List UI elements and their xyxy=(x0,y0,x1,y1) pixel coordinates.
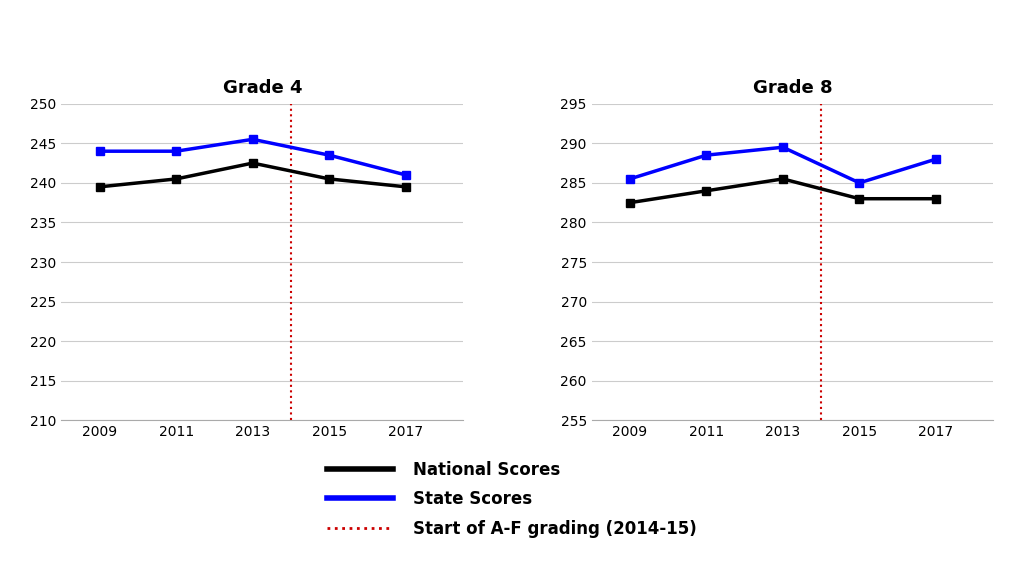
Title: Grade 8: Grade 8 xyxy=(753,78,833,97)
Title: Grade 4: Grade 4 xyxy=(222,78,302,97)
Legend: National Scores, State Scores, Start of A-F grading (2014-15): National Scores, State Scores, Start of … xyxy=(321,454,703,545)
